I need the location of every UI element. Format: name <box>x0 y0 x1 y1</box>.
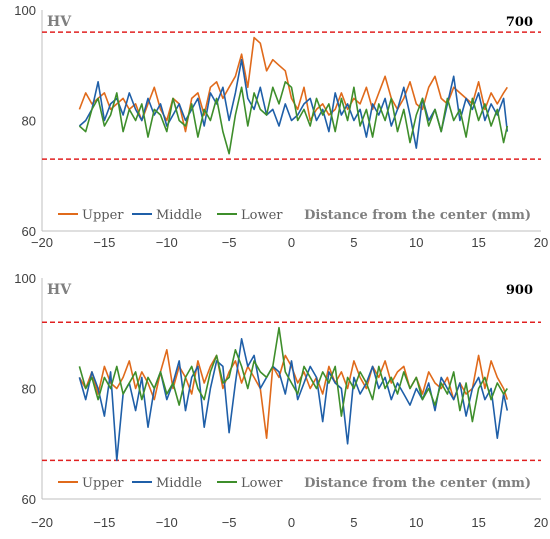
legend-label-lower: Lower <box>241 476 283 491</box>
x-tick-label: −5 <box>222 515 237 530</box>
x-axis-label: Distance from the center (mm) <box>304 476 531 491</box>
x-tick-label: −5 <box>222 235 237 250</box>
chart-panel-700: 60 80 100 −20 −15 −10 −5 0 5 10 15 20 HV 700 Upper Midd… <box>14 3 548 250</box>
series-line-lower <box>78 81 509 155</box>
x-tick-label: 5 <box>350 235 357 250</box>
x-tick-label: 15 <box>471 235 485 250</box>
x-tick-label: −10 <box>156 235 178 250</box>
series-line-lower <box>78 326 508 423</box>
x-tick-label: 20 <box>534 235 548 250</box>
legend-label-middle: Middle <box>156 476 202 491</box>
y-tick-label: 100 <box>14 3 36 18</box>
series-line-upper <box>78 349 509 439</box>
x-tick-label: 0 <box>288 515 295 530</box>
x-tick-label: −15 <box>93 235 115 250</box>
panel-title: 900 <box>506 283 533 298</box>
x-tick-label: 0 <box>288 235 295 250</box>
series-line-middle <box>78 58 509 149</box>
x-tick-label: −20 <box>31 515 53 530</box>
legend-label-upper: Upper <box>82 208 124 223</box>
y-tick-label: 80 <box>22 382 36 397</box>
x-tick-label: 5 <box>350 515 357 530</box>
legend-label-lower: Lower <box>241 208 283 223</box>
y-tick-label: 100 <box>14 271 36 286</box>
x-tick-label: 10 <box>409 515 423 530</box>
x-tick-label: 10 <box>409 235 423 250</box>
y-tick-label: 60 <box>22 492 36 507</box>
y-tick-label: 80 <box>22 114 36 129</box>
x-tick-label: −15 <box>93 515 115 530</box>
panel-title: 700 <box>506 15 533 30</box>
x-axis-label: Distance from the center (mm) <box>304 208 531 223</box>
x-tick-label: −20 <box>31 235 53 250</box>
y-axis-label: HV <box>47 282 72 298</box>
legend-label-upper: Upper <box>82 476 124 491</box>
x-tick-label: −10 <box>156 515 178 530</box>
x-tick-label: 20 <box>534 515 548 530</box>
y-axis-label: HV <box>47 14 72 30</box>
x-tick-label: 15 <box>471 515 485 530</box>
series-line-middle <box>78 338 509 462</box>
y-tick-label: 60 <box>22 224 36 239</box>
legend-label-middle: Middle <box>156 208 202 223</box>
chart-panel-900: 60 80 100 −20 −15 −10 −5 0 5 10 15 20 HV 900 Upper Midd… <box>14 271 548 530</box>
